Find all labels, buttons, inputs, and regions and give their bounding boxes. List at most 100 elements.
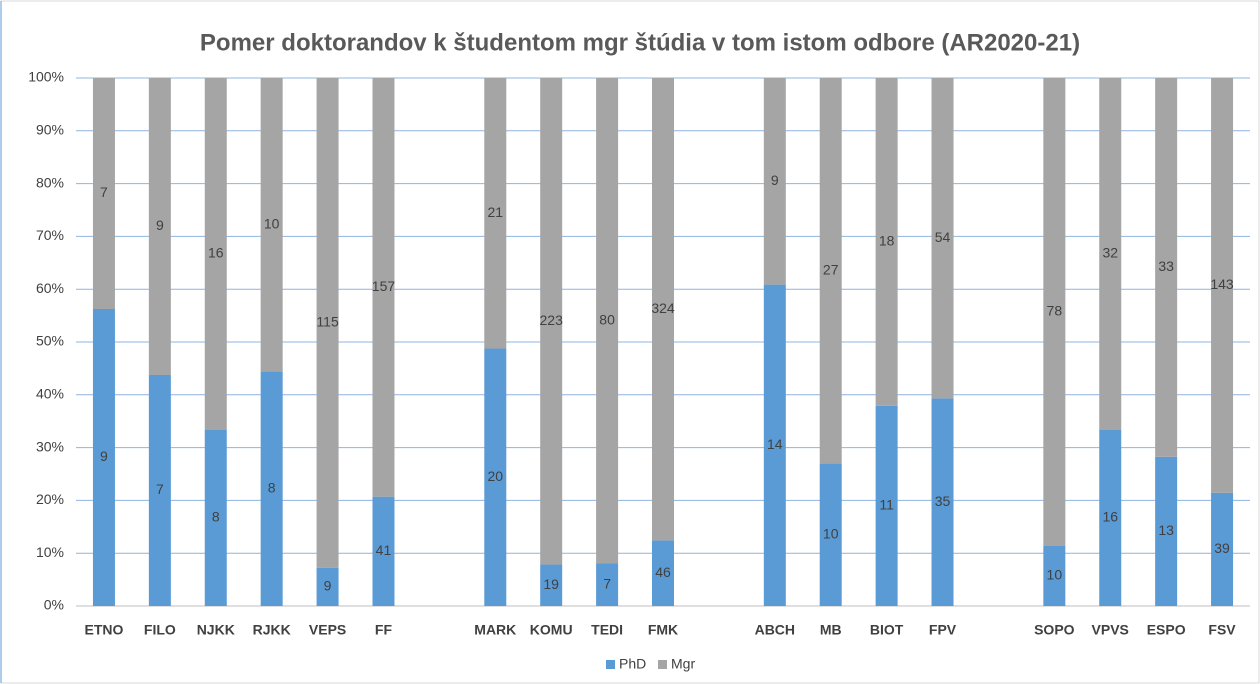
legend-label: PhD <box>619 656 646 672</box>
data-label: 14 <box>767 436 783 452</box>
bar-segment <box>148 375 171 606</box>
x-tick-label: ESPO <box>1147 622 1186 638</box>
data-label: 39 <box>1214 540 1230 556</box>
x-tick-label: FMK <box>648 622 678 638</box>
bar-segment <box>1099 430 1122 606</box>
bar-segment <box>148 78 171 375</box>
bar-segment <box>875 405 898 606</box>
bar-segment <box>484 78 507 349</box>
data-label: 18 <box>879 233 895 249</box>
data-label: 13 <box>1158 522 1174 538</box>
bar-segment <box>1211 492 1234 606</box>
data-label: 21 <box>487 204 503 220</box>
data-label: 9 <box>100 448 108 464</box>
data-label: 16 <box>208 245 224 261</box>
bar-segment <box>204 430 227 606</box>
data-label: 10 <box>264 215 280 231</box>
y-tick-label: 90% <box>36 122 64 138</box>
data-label: 9 <box>324 578 332 594</box>
data-label: 27 <box>823 261 839 277</box>
x-tick-label: BIOT <box>870 622 904 638</box>
bar-segment <box>596 563 619 606</box>
bar-segment <box>596 78 619 564</box>
chart-title: Pomer doktorandov k študentom mgr štúdia… <box>200 29 1080 56</box>
data-label: 115 <box>316 314 339 330</box>
bar-segment <box>931 398 954 606</box>
bar-segment <box>540 78 563 565</box>
data-label: 20 <box>487 468 503 484</box>
x-tick-label: FF <box>375 622 393 638</box>
data-label: 11 <box>879 497 894 513</box>
data-label: 80 <box>599 311 615 327</box>
bar-segment <box>763 284 786 606</box>
x-tick-label: FILO <box>144 622 176 638</box>
x-tick-label: KOMU <box>530 622 573 638</box>
bar-segment <box>1099 78 1122 430</box>
x-tick-label: ETNO <box>85 622 124 638</box>
y-tick-label: 10% <box>36 544 64 560</box>
x-tick-label: MB <box>820 622 842 638</box>
bar-segment <box>1043 78 1066 546</box>
x-tick-label: FPV <box>929 622 957 638</box>
x-tick-label: ABCH <box>755 622 795 638</box>
x-tick-label: VPVS <box>1092 622 1129 638</box>
bar-segment <box>819 78 842 464</box>
bar-segment <box>260 371 283 606</box>
x-tick-label: RJKK <box>253 622 291 638</box>
x-tick-label: TEDI <box>591 622 623 638</box>
x-tick-label: FSV <box>1208 622 1236 638</box>
bar-segment <box>652 78 674 541</box>
y-tick-label: 50% <box>36 333 64 349</box>
data-label: 10 <box>823 525 839 541</box>
y-tick-label: 20% <box>36 491 64 507</box>
x-tick-label: VEPS <box>309 622 346 638</box>
y-tick-label: 80% <box>36 174 64 190</box>
x-tick-label: MARK <box>474 622 516 638</box>
bar-segment <box>484 348 507 606</box>
bar-segment <box>1043 546 1066 606</box>
x-tick-label: NJKK <box>197 622 235 638</box>
data-label: 8 <box>212 509 220 525</box>
bar-segment <box>372 496 395 606</box>
data-label: 9 <box>771 172 779 188</box>
bar-segment <box>819 463 842 606</box>
legend-label: Mgr <box>671 656 695 672</box>
bar-segment <box>316 78 339 568</box>
bar-segment <box>92 78 115 309</box>
bar-segment <box>540 564 563 606</box>
data-label: 33 <box>1158 258 1174 274</box>
data-label: 32 <box>1102 245 1118 261</box>
bar-segment <box>875 78 898 406</box>
legend-swatch <box>606 660 615 669</box>
bar-segment <box>204 78 227 430</box>
bar-segment <box>316 567 339 606</box>
data-label: 7 <box>603 575 611 591</box>
y-tick-label: 30% <box>36 438 64 454</box>
y-tick-label: 0% <box>44 597 64 613</box>
bar-segment <box>1211 78 1234 493</box>
data-label: 35 <box>935 493 951 509</box>
data-label: 41 <box>376 542 392 558</box>
bar-segment <box>1155 78 1178 457</box>
bar-segment <box>652 540 674 606</box>
x-tick-label: SOPO <box>1034 622 1075 638</box>
y-tick-label: 70% <box>36 227 64 243</box>
bar-segment <box>260 78 283 372</box>
legend-swatch <box>658 660 667 669</box>
data-label: 19 <box>543 576 559 592</box>
data-label: 7 <box>156 481 164 497</box>
y-tick-label: 60% <box>36 280 64 296</box>
data-label: 10 <box>1047 567 1063 583</box>
bar-segment <box>1155 456 1178 606</box>
bar-segment <box>931 78 954 399</box>
data-label: 16 <box>1102 509 1118 525</box>
data-label: 46 <box>655 564 671 580</box>
y-tick-label: 100% <box>28 69 64 85</box>
data-label: 54 <box>935 229 951 245</box>
data-label: 324 <box>651 300 675 316</box>
data-label: 78 <box>1047 303 1063 319</box>
data-label: 7 <box>100 184 108 200</box>
data-label: 223 <box>540 312 564 328</box>
bar-segment <box>763 78 786 285</box>
